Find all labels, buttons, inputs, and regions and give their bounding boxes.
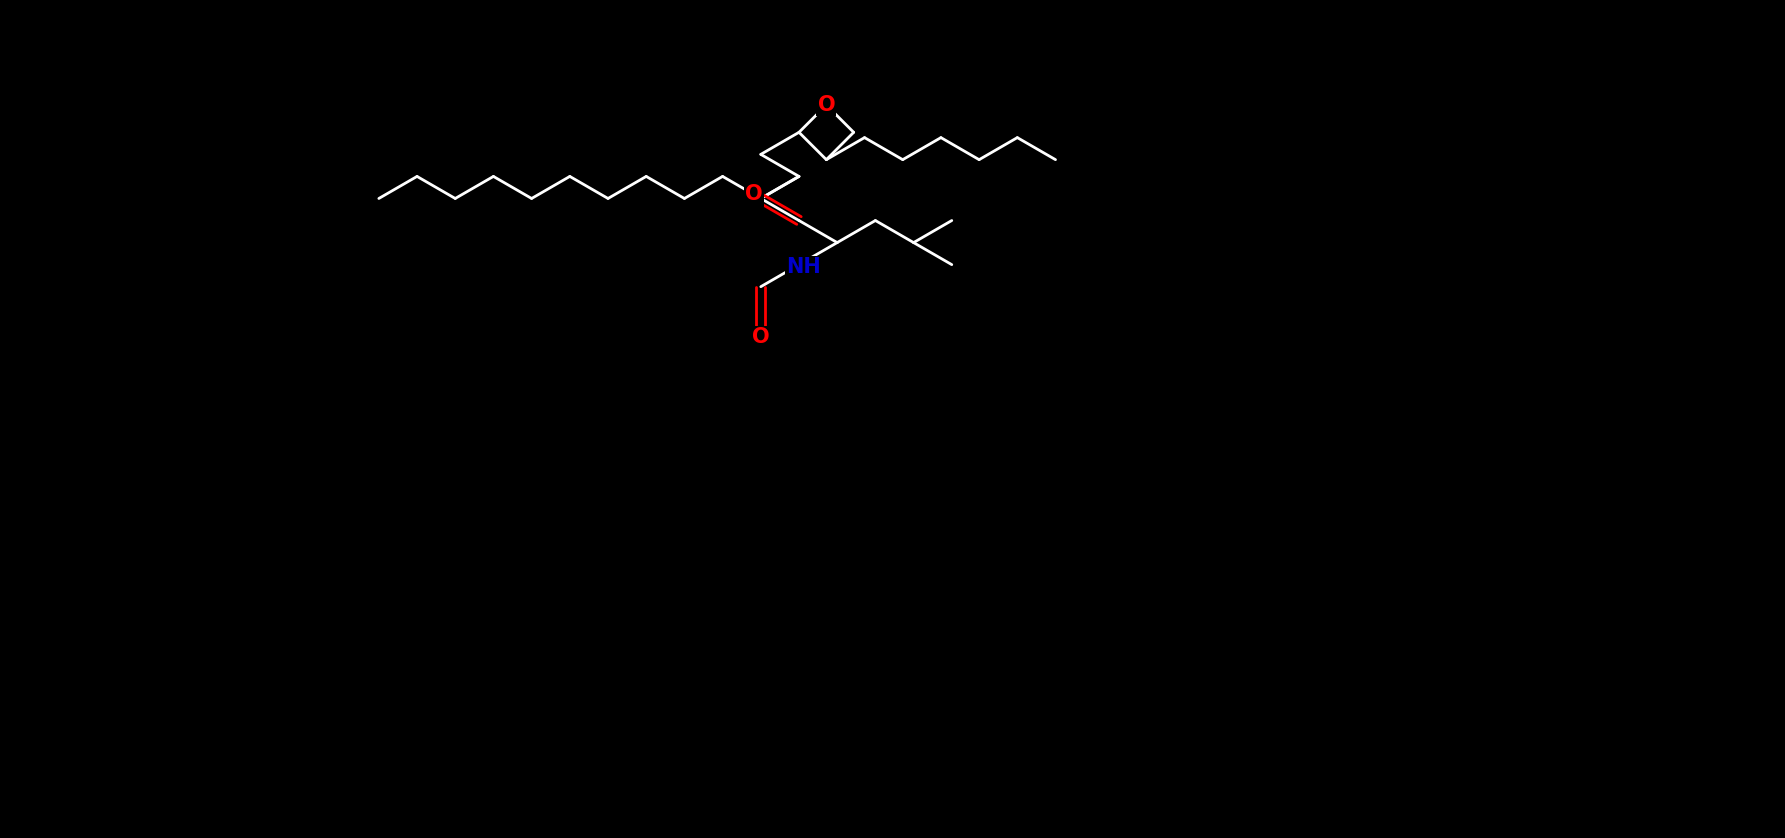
- Text: O: O: [746, 186, 762, 206]
- Text: O: O: [751, 328, 769, 348]
- Text: NH: NH: [785, 256, 821, 277]
- Text: O: O: [818, 95, 835, 115]
- Text: O: O: [746, 184, 762, 204]
